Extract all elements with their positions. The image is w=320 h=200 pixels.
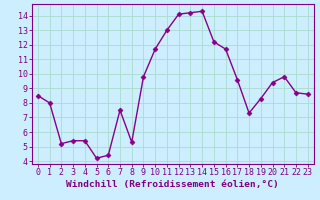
X-axis label: Windchill (Refroidissement éolien,°C): Windchill (Refroidissement éolien,°C) <box>67 180 279 189</box>
